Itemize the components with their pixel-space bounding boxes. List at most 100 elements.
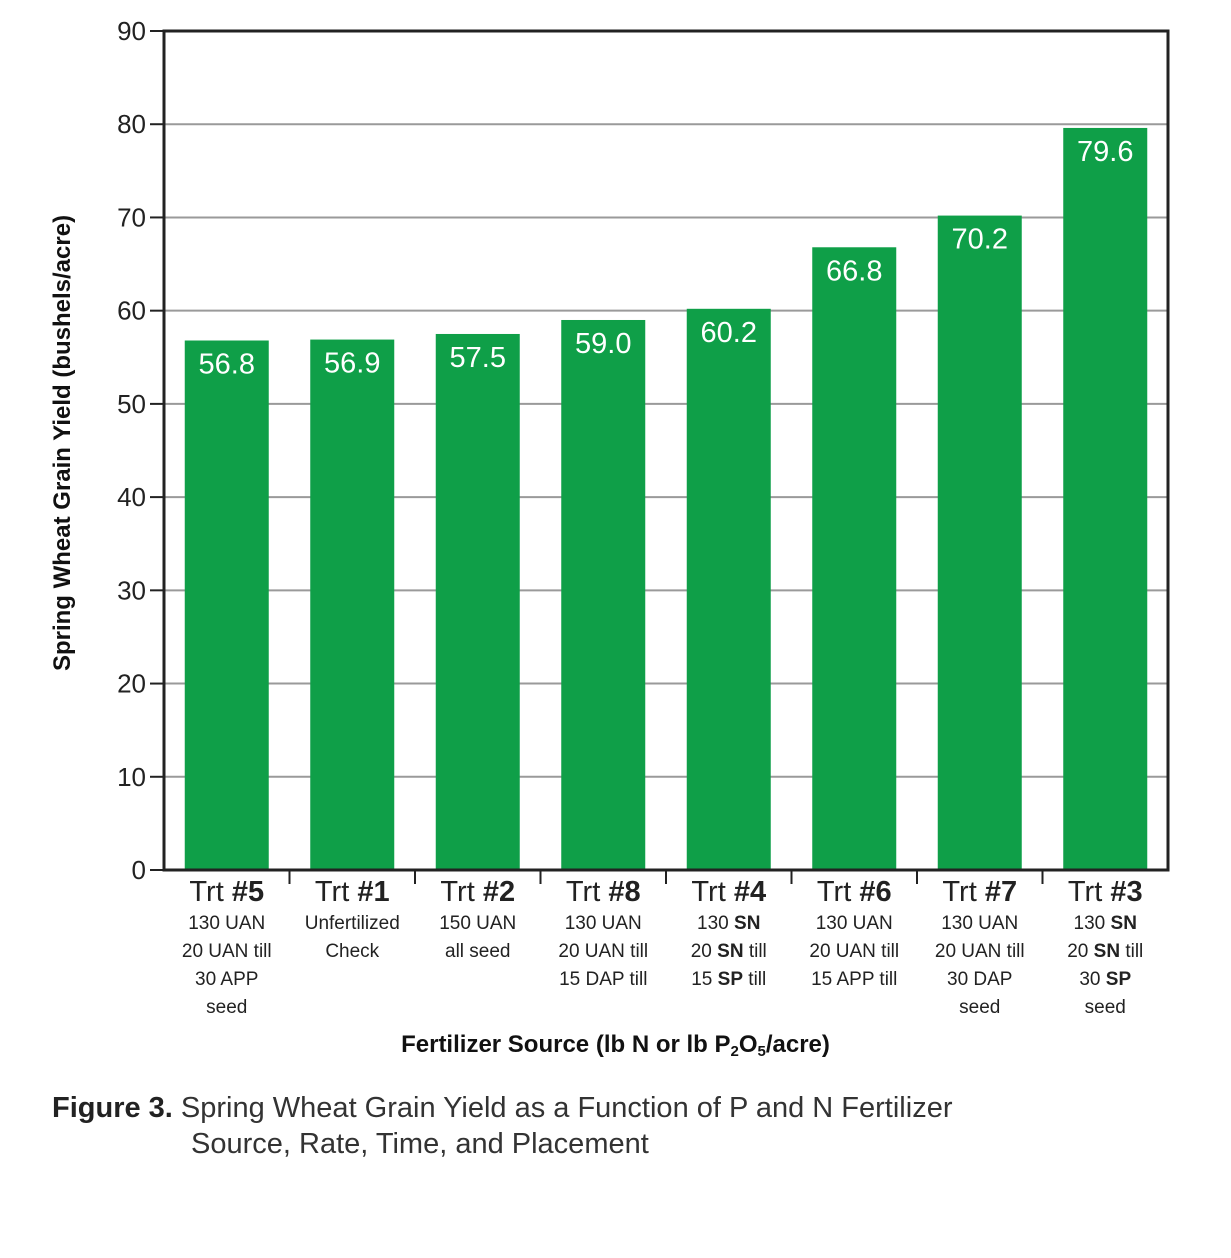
category-detail-line: 130 UAN bbox=[921, 910, 1039, 938]
category-detail-line: seed bbox=[1046, 994, 1164, 1022]
bar bbox=[1063, 127, 1148, 870]
y-tick-label: 50 bbox=[117, 389, 146, 419]
bar-value-label: 57.5 bbox=[450, 342, 506, 374]
y-tick-label: 0 bbox=[132, 855, 146, 885]
category-title: Trt #5 bbox=[168, 874, 286, 910]
category-detail-line: 15 APP till bbox=[795, 966, 913, 994]
bar-value-label: 56.9 bbox=[324, 348, 380, 380]
y-tick-label: 90 bbox=[117, 16, 146, 46]
bar bbox=[435, 333, 520, 870]
y-axis-label: Spring Wheat Grain Yield (bushels/acre) bbox=[49, 215, 76, 671]
x-category-label: Trt #7 130 UAN 20 UAN till 30 DAP seed bbox=[921, 874, 1039, 1022]
bar-value-label: 60.2 bbox=[701, 317, 757, 349]
category-detail-text: seed bbox=[959, 997, 1001, 1018]
y-tick-label: 80 bbox=[117, 109, 146, 139]
category-prefix: Trt bbox=[440, 876, 483, 908]
figure-caption: Figure 3. Spring Wheat Grain Yield as a … bbox=[52, 1090, 1172, 1162]
category-detail-text: SN bbox=[1110, 913, 1137, 934]
category-detail-text: 130 UAN bbox=[564, 913, 642, 934]
category-prefix: Trt bbox=[942, 876, 985, 908]
bar-value-labels: 56.8 56.9 57.5 59.0 60.2 66.8 70.2 79.6 bbox=[199, 136, 1134, 381]
category-prefix: Trt bbox=[189, 876, 232, 908]
category-detail-line: 130 SN bbox=[1046, 910, 1164, 938]
y-tick-label: 20 bbox=[117, 669, 146, 699]
category-detail-line: 15 SP till bbox=[670, 966, 788, 994]
bar bbox=[812, 247, 897, 870]
bar bbox=[686, 308, 771, 870]
category-detail-text: 30 bbox=[1079, 969, 1106, 990]
category-detail-text: SN bbox=[1093, 941, 1121, 962]
category-detail-text: all seed bbox=[445, 941, 511, 962]
y-tick-label: 10 bbox=[117, 762, 146, 792]
category-detail-line: seed bbox=[168, 994, 286, 1022]
caption-line-1: Spring Wheat Grain Yield as a Function o… bbox=[180, 1092, 953, 1124]
category-detail-text: 130 bbox=[697, 913, 735, 934]
category-detail-text: SP bbox=[717, 969, 744, 990]
bar-value-label: 56.8 bbox=[199, 348, 255, 380]
category-detail-text: 130 bbox=[1073, 913, 1111, 934]
caption-label: Figure 3. bbox=[52, 1092, 173, 1124]
category-detail-text: SP bbox=[1105, 969, 1132, 990]
x-category-label: Trt #2 150 UAN all seed bbox=[419, 874, 537, 966]
category-detail-text: seed bbox=[1084, 997, 1126, 1018]
x-axis-label: Fertilizer Source (lb N or lb P2O5/acre) bbox=[401, 1031, 830, 1060]
category-detail-text: till bbox=[1120, 941, 1144, 962]
category-detail-text: 30 APP bbox=[195, 969, 259, 990]
y-axis-ticks: 0 10 20 30 40 50 60 70 80 90 bbox=[117, 16, 1044, 885]
category-detail-line: seed bbox=[921, 994, 1039, 1022]
category-prefix: Trt bbox=[1067, 876, 1111, 908]
y-tick-label: 60 bbox=[117, 296, 146, 326]
category-detail-text: till bbox=[743, 969, 767, 990]
category-title: Trt #3 bbox=[1046, 874, 1164, 910]
category-detail-text: 15 APP till bbox=[811, 969, 898, 990]
category-detail-line: 30 DAP bbox=[921, 966, 1039, 994]
x-category-label: Trt #4 130 SN 20 SN till 15 SP till bbox=[670, 874, 788, 994]
category-number: #3 bbox=[1110, 876, 1143, 908]
category-detail-text: SN bbox=[717, 941, 744, 962]
category-title: Trt #1 bbox=[293, 874, 411, 910]
category-detail-line: 20 SN till bbox=[670, 938, 788, 966]
category-detail-text: till bbox=[743, 941, 767, 962]
x-category-label: Trt #3 130 SN 20 SN till 30 SP seed bbox=[1046, 874, 1164, 1022]
category-title: Trt #2 bbox=[419, 874, 537, 910]
bar-value-label: 79.6 bbox=[1077, 136, 1133, 168]
x-category-label: Trt #5 130 UAN 20 UAN till 30 APP seed bbox=[168, 874, 286, 1022]
y-tick-label: 30 bbox=[117, 575, 146, 605]
category-detail-line: Unfertilized bbox=[293, 910, 411, 938]
category-prefix: Trt bbox=[565, 876, 609, 908]
category-detail-text: 20 UAN till bbox=[181, 941, 272, 962]
category-number: #6 bbox=[859, 876, 892, 908]
category-detail-text: 20 UAN till bbox=[558, 941, 649, 962]
category-number: #7 bbox=[984, 876, 1018, 908]
category-detail-text: Check bbox=[325, 941, 380, 962]
category-title: Trt #7 bbox=[921, 874, 1039, 910]
bar bbox=[937, 215, 1022, 870]
category-detail-line: 130 UAN bbox=[795, 910, 913, 938]
category-title: Trt #4 bbox=[670, 874, 788, 910]
category-detail-text: 20 UAN till bbox=[809, 941, 900, 962]
category-detail-text: 20 bbox=[690, 941, 718, 962]
category-detail-line: 130 UAN bbox=[168, 910, 286, 938]
category-prefix: Trt bbox=[816, 876, 860, 908]
category-detail-line: 20 UAN till bbox=[795, 938, 913, 966]
category-prefix: Trt bbox=[691, 876, 734, 908]
y-tick-label: 40 bbox=[117, 482, 146, 512]
category-detail-line: 150 UAN bbox=[419, 910, 537, 938]
bar-value-label: 70.2 bbox=[952, 224, 1008, 256]
category-detail-text: 130 UAN bbox=[941, 913, 1019, 934]
bar bbox=[561, 319, 646, 870]
category-detail-line: 30 APP bbox=[168, 966, 286, 994]
category-detail-text: 20 UAN till bbox=[934, 941, 1025, 962]
x-category-label: Trt #6 130 UAN 20 UAN till 15 APP till bbox=[795, 874, 913, 994]
category-detail-text: 130 UAN bbox=[188, 913, 266, 934]
category-detail-text: 15 bbox=[691, 969, 718, 990]
category-number: #4 bbox=[733, 876, 767, 908]
category-detail-line: 15 DAP till bbox=[544, 966, 662, 994]
bar bbox=[310, 339, 395, 870]
category-detail-line: all seed bbox=[419, 938, 537, 966]
category-number: #5 bbox=[231, 876, 265, 908]
category-prefix: Trt bbox=[314, 876, 358, 908]
category-detail-line: Check bbox=[293, 938, 411, 966]
bar bbox=[184, 340, 269, 870]
